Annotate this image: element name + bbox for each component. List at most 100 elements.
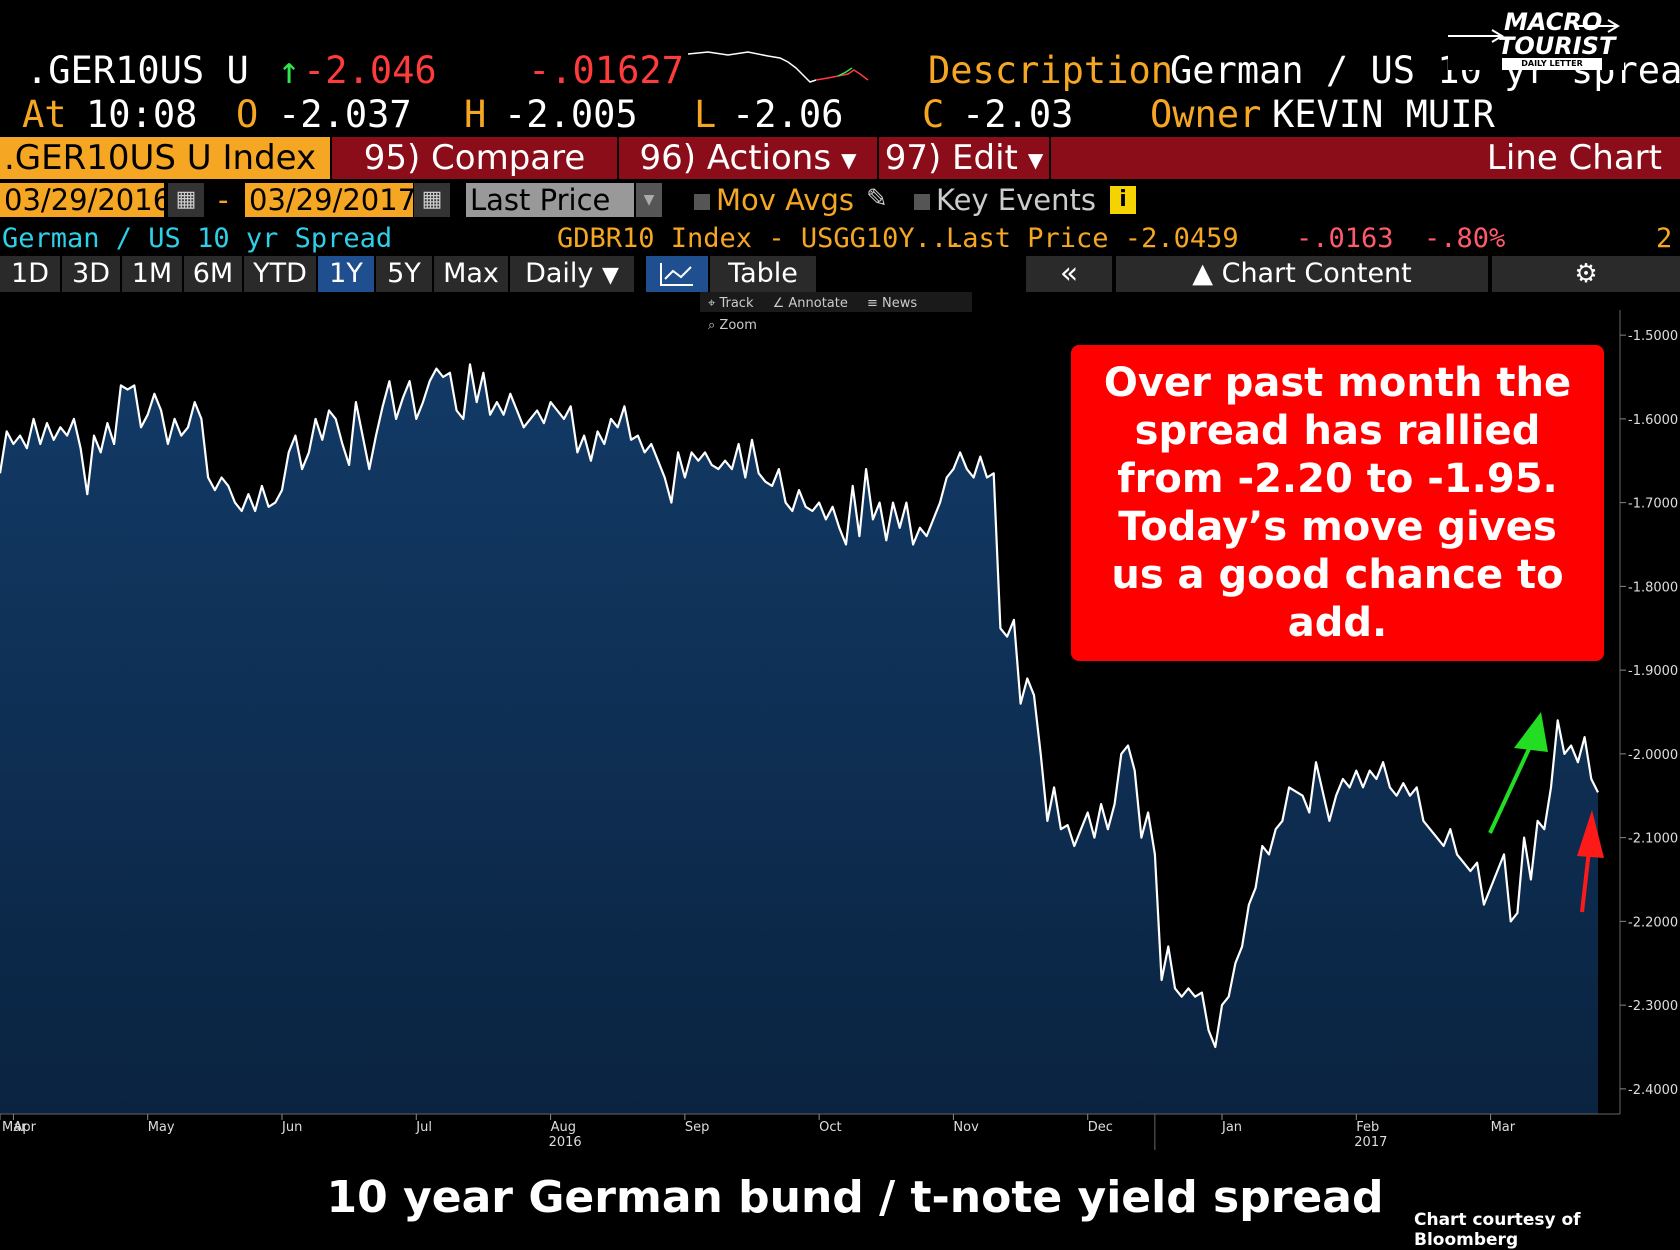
description-label: Description (928, 49, 1174, 92)
caret-down-icon: ▼ (841, 147, 857, 172)
key-events-toggle[interactable]: Key Events (914, 183, 1096, 217)
y-tick-label: -1.8000 (1628, 580, 1678, 595)
x-tick-label: Mar (2, 1120, 27, 1135)
macro-tourist-logo: MACRO TOURIST DAILY LETTER (1448, 8, 1624, 70)
caption: 10 year German bund / t-note yield sprea… (326, 1172, 1384, 1223)
zoom-label: Zoom (719, 318, 757, 333)
news-tool[interactable]: ≡ News (866, 296, 918, 311)
legend-change: -.0163 (1296, 223, 1394, 254)
y-tick-label: -1.9000 (1628, 664, 1678, 679)
spread-line (0, 363, 1599, 1049)
tab-1y[interactable]: 1Y (318, 256, 374, 292)
legend-name: German / US 10 yr Spread (2, 223, 393, 254)
tab-1m[interactable]: 1M (122, 256, 182, 292)
calendar-icon[interactable]: ▦ (168, 183, 204, 217)
checkbox-icon (914, 194, 930, 210)
zoom-tool[interactable]: ⌕ Zoom (708, 318, 757, 333)
actions-menu[interactable]: 96) Actions ▼ (619, 137, 877, 179)
compare-button[interactable]: 95) Compare (332, 137, 617, 179)
chart-content-button[interactable]: ▲ Chart Content (1116, 256, 1488, 292)
legend-last-price: Last Price -2.0459 (946, 223, 1239, 254)
tab-3d[interactable]: 3D (62, 256, 120, 292)
x-tick-label: Jun (281, 1120, 302, 1135)
owner-label: Owner (1150, 93, 1262, 136)
annotate-tool[interactable]: ∠ Annotate (772, 296, 848, 311)
line-chart-icon[interactable] (646, 256, 708, 292)
ticker: .GER10US U (26, 49, 249, 92)
x-tick-label: Jan (1221, 1120, 1242, 1135)
red-arrow-icon (1577, 810, 1604, 913)
green-arrow-icon (1488, 712, 1548, 834)
mov-avgs-toggle[interactable]: Mov Avgs (694, 183, 854, 217)
tab-6m[interactable]: 6M (184, 256, 242, 292)
checkbox-icon (694, 194, 710, 210)
field-select[interactable]: Last Price (466, 183, 634, 217)
calendar-icon[interactable]: ▦ (414, 183, 450, 217)
y-tick-label: -1.7000 (1628, 497, 1678, 512)
mov-avgs-label: Mov Avgs (716, 183, 854, 217)
sparkline (688, 51, 869, 83)
tab-1d[interactable]: 1D (0, 256, 60, 292)
double-chevron-left-icon[interactable]: « (1026, 256, 1112, 292)
frequency-select[interactable]: Daily ▼ (510, 256, 634, 292)
low-value: -2.06 (732, 93, 844, 136)
owner-value: KEVIN MUIR (1272, 93, 1495, 136)
key-events-label: Key Events (936, 183, 1096, 217)
x-year-label: 2017 (1354, 1135, 1387, 1150)
close-label: C (922, 93, 945, 136)
caret-down-icon: ▼ (602, 263, 619, 288)
logo-arrow-right-icon (1578, 19, 1620, 33)
x-tick-label: Apr (13, 1120, 36, 1135)
chart-tools: ⌖ Track ∠ Annotate ≡ News ⌕ Zoom (700, 292, 972, 333)
news-label: News (881, 296, 918, 311)
annotation-callout: Over past month the spread has rallied f… (1071, 345, 1604, 661)
frequency-label: Daily (525, 258, 594, 289)
track-label: Track (719, 296, 754, 311)
actions-label: 96) Actions (639, 138, 832, 178)
logo-line1: MACRO (1504, 8, 1603, 36)
spread-area (0, 364, 1598, 1114)
end-date-input[interactable]: 03/29/2017 (245, 183, 416, 217)
security-field[interactable]: .GER10US U Index (0, 137, 330, 179)
change-value: -.01627 (528, 49, 684, 92)
pencil-icon[interactable]: ✎ (866, 184, 888, 214)
gear-icon[interactable]: ⚙ (1492, 256, 1680, 292)
y-tick-label: -2.1000 (1628, 832, 1678, 847)
x-tick-label: Sep (685, 1120, 710, 1135)
time-label: At (22, 93, 67, 136)
track-tool[interactable]: ⌖ Track (708, 296, 754, 311)
low-label: L (694, 93, 717, 136)
caret-down-icon: ▼ (1027, 147, 1044, 172)
open-label: O (236, 93, 259, 136)
table-button[interactable]: Table (710, 256, 816, 292)
y-tick-label: -2.4000 (1628, 1083, 1678, 1098)
y-tick-label: -1.6000 (1628, 413, 1678, 428)
edit-label: 97) Edit (884, 138, 1018, 178)
tab-5y[interactable]: 5Y (376, 256, 432, 292)
x-tick-label: Nov (953, 1120, 979, 1135)
x-year-label: 2016 (549, 1135, 582, 1150)
up-arrow-icon: ↑ (278, 49, 301, 92)
legend-series: GDBR10 Index - USGG10Y... (557, 223, 964, 254)
tab-max[interactable]: Max (434, 256, 508, 292)
legend-count: 2 (1656, 223, 1673, 254)
chart-content-label: Chart Content (1221, 258, 1412, 289)
chart-type-label[interactable]: Line Chart (1051, 137, 1680, 179)
tab-ytd[interactable]: YTD (244, 256, 316, 292)
period-tabs: 1D 3D 1M 6M YTD 1Y 5Y Max Daily ▼ Table … (0, 256, 1680, 292)
open-value: -2.037 (278, 93, 412, 136)
field-dropdown-icon[interactable]: ▼ (636, 183, 662, 217)
date-separator: - (218, 183, 229, 217)
edit-menu[interactable]: 97) Edit ▼ (879, 137, 1049, 179)
high-label: H (464, 93, 487, 136)
high-value: -2.005 (504, 93, 638, 136)
start-date-input[interactable]: 03/29/2016 (0, 183, 171, 217)
y-tick-label: -2.2000 (1628, 915, 1678, 930)
x-tick-label: Mar (1491, 1120, 1516, 1135)
y-tick-label: -2.0000 (1628, 748, 1678, 763)
info-icon[interactable]: i (1110, 186, 1136, 214)
logo-line3: DAILY LETTER (1502, 58, 1602, 70)
x-tick-label: Dec (1088, 1120, 1113, 1135)
x-tick-label: May (148, 1120, 175, 1135)
